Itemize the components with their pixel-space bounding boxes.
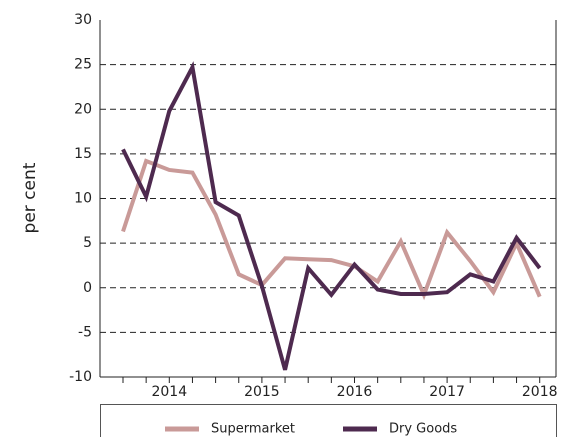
y-tick-label: 5 — [83, 235, 92, 251]
legend-label: Supermarket — [211, 422, 295, 437]
x-tick-label: 2015 — [244, 384, 280, 400]
y-tick-label: 10 — [74, 191, 92, 207]
x-tick-label: 2016 — [337, 384, 373, 400]
y-tick-label: 15 — [74, 146, 92, 162]
y-tick-label: -5 — [78, 324, 92, 340]
legend-box — [100, 404, 557, 437]
y-tick-label: 20 — [74, 101, 92, 117]
x-tick-label: 2014 — [151, 384, 187, 400]
y-axis-label: per cent — [20, 162, 40, 233]
legend-label: Dry Goods — [389, 422, 457, 437]
y-tick-label: 30 — [74, 12, 92, 28]
x-tick-label: 2017 — [429, 384, 465, 400]
series-line — [121, 61, 542, 371]
y-tick-label: 0 — [83, 280, 92, 296]
x-tick-label: 2018 — [522, 384, 558, 400]
y-tick-label: -10 — [69, 369, 92, 385]
series-line — [121, 158, 542, 301]
y-tick-label: 25 — [74, 57, 92, 73]
